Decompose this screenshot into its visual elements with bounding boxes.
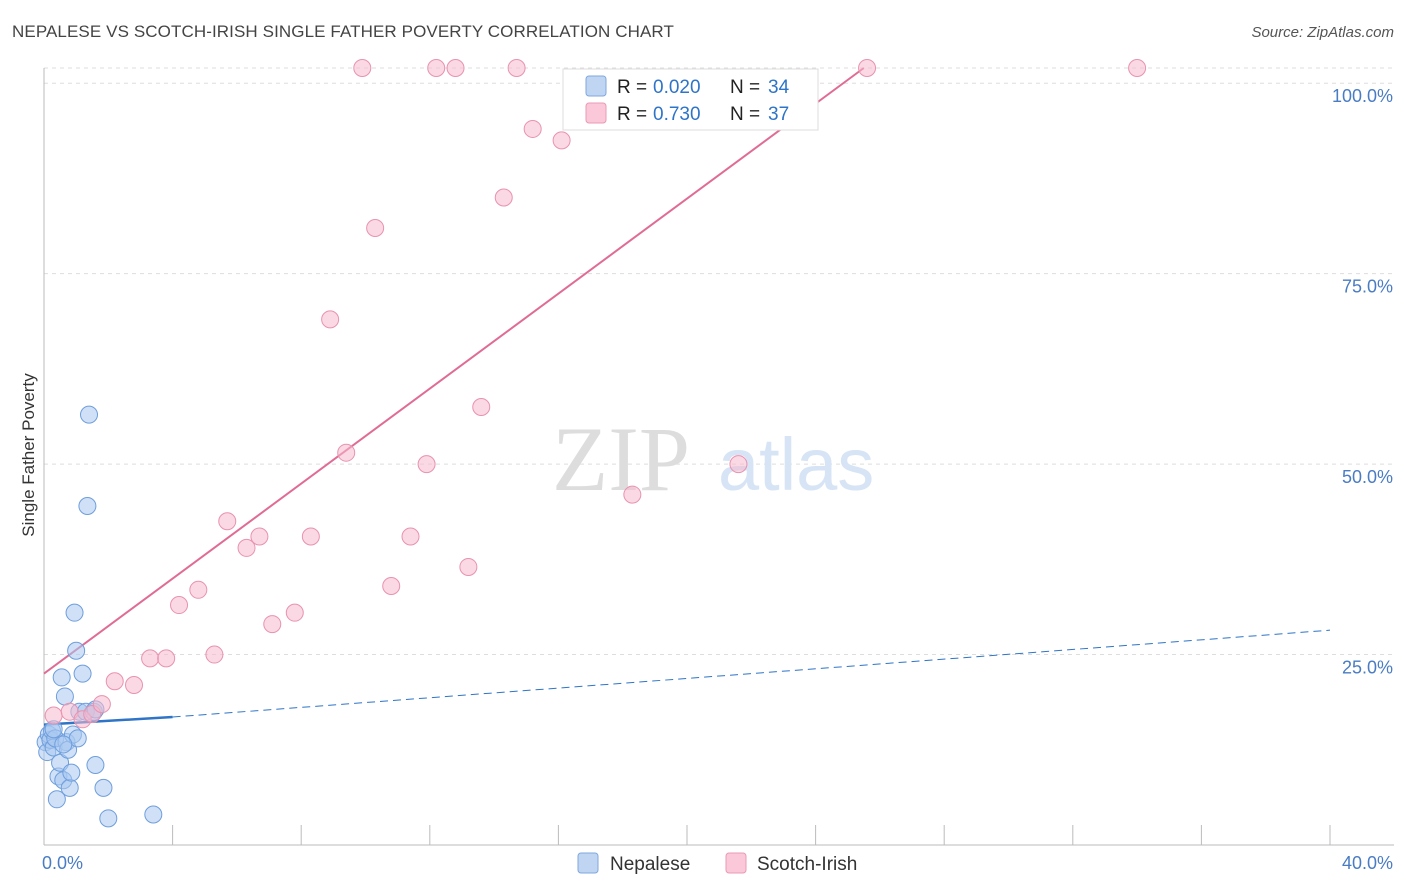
point-nepalese-24 xyxy=(78,497,97,516)
legend-r-label-nepalese: R = xyxy=(617,77,647,98)
point-scotch-irish-29 xyxy=(494,188,513,207)
trend-lines xyxy=(43,67,1331,726)
point-nepalese-22 xyxy=(73,664,92,683)
legend-r-label-scotch-irish: R = xyxy=(617,104,647,125)
point-scotch-irish-22 xyxy=(382,577,401,595)
legend-n-label-nepalese: N = xyxy=(730,77,760,98)
point-scotch-irish-16 xyxy=(285,603,304,622)
point-nepalese-19 xyxy=(67,641,86,660)
y-tick-label-0: 25.0% xyxy=(1342,658,1393,678)
point-scotch-irish-36 xyxy=(1128,59,1147,77)
point-scotch-irish-26 xyxy=(446,59,465,77)
x-tick-label-max: 40.0% xyxy=(1342,853,1393,873)
legend-swatch-scotch-irish xyxy=(585,102,607,124)
bottom-legend: Nepalese Scotch-Irish xyxy=(577,852,857,875)
point-scotch-irish-10 xyxy=(189,580,208,599)
point-scotch-irish-6 xyxy=(125,676,144,695)
point-scotch-irish-30 xyxy=(507,59,526,77)
point-scotch-irish-27 xyxy=(459,557,478,576)
point-scotch-irish-4 xyxy=(92,695,111,714)
axes xyxy=(43,68,1394,846)
point-scotch-irish-28 xyxy=(472,397,491,416)
bottom-legend-label-nepalese: Nepalese xyxy=(610,854,690,875)
point-nepalese-29 xyxy=(94,778,113,797)
point-nepalese-7 xyxy=(47,790,66,809)
point-nepalese-33 xyxy=(54,735,73,754)
legend-r-value-nepalese: 0.020 xyxy=(653,77,701,98)
point-scotch-irish-14 xyxy=(250,527,269,546)
legend: R = 0.020 N = 34 R = 0.730 N = 37 xyxy=(562,68,819,131)
legend-r-value-scotch-irish: 0.730 xyxy=(653,104,701,125)
bottom-legend-swatch-nepalese xyxy=(577,852,599,874)
tick-labels: 25.0% 50.0% 75.0% 100.0% 0.0% 40.0% xyxy=(42,86,1393,873)
point-scotch-irish-7 xyxy=(141,649,160,668)
point-nepalese-25 xyxy=(80,405,99,424)
y-tick-label-2: 75.0% xyxy=(1342,277,1393,297)
y-tick-label-1: 50.0% xyxy=(1342,467,1393,487)
point-nepalese-18 xyxy=(65,603,84,622)
point-scotch-irish-35 xyxy=(858,59,877,77)
trend-line-nepalese xyxy=(43,715,173,726)
point-scotch-irish-18 xyxy=(321,310,340,329)
point-scotch-irish-32 xyxy=(552,131,571,150)
point-scotch-irish-21 xyxy=(366,218,385,237)
legend-n-value-nepalese: 34 xyxy=(768,77,790,98)
point-scotch-irish-12 xyxy=(218,512,237,531)
point-scotch-irish-31 xyxy=(523,119,542,138)
point-nepalese-31 xyxy=(144,805,163,824)
y-axis-title: Single Father Poverty xyxy=(19,373,38,537)
point-scotch-irish-34 xyxy=(729,455,748,474)
bottom-legend-swatch-scotch-irish xyxy=(725,852,747,874)
point-scotch-irish-9 xyxy=(170,596,189,615)
point-scotch-irish-8 xyxy=(157,649,176,668)
watermark: ZIP atlas xyxy=(552,408,874,510)
point-scotch-irish-5 xyxy=(105,672,124,691)
trend-line-nepalese-dashed xyxy=(172,629,1331,718)
legend-swatch-nepalese xyxy=(585,75,607,97)
point-nepalese-28 xyxy=(86,756,105,775)
point-scotch-irish-11 xyxy=(205,645,224,664)
source-label: Source: ZipAtlas.com xyxy=(1251,24,1394,41)
point-nepalese-16 xyxy=(62,763,81,782)
point-scotch-irish-15 xyxy=(263,615,282,634)
data-points xyxy=(36,59,1147,828)
bottom-legend-label-scotch-irish: Scotch-Irish xyxy=(757,854,857,875)
point-nepalese-12 xyxy=(55,687,74,706)
point-scotch-irish-33 xyxy=(623,485,642,504)
point-scotch-irish-17 xyxy=(301,527,320,546)
point-scotch-irish-24 xyxy=(417,455,436,474)
point-nepalese-10 xyxy=(52,668,71,687)
point-scotch-irish-23 xyxy=(401,527,420,546)
y-tick-label-3: 100.0% xyxy=(1332,86,1393,106)
legend-n-value-scotch-irish: 37 xyxy=(768,104,789,125)
point-scotch-irish-19 xyxy=(337,443,356,462)
point-scotch-irish-13 xyxy=(237,538,256,557)
x-tick-label-min: 0.0% xyxy=(42,853,83,873)
point-nepalese-15 xyxy=(60,778,79,797)
point-scotch-irish-25 xyxy=(427,59,446,77)
point-scotch-irish-20 xyxy=(353,59,372,77)
chart-title: NEPALESE VS SCOTCH-IRISH SINGLE FATHER P… xyxy=(12,22,674,41)
legend-n-label-scotch-irish: N = xyxy=(730,104,760,125)
point-scotch-irish-0 xyxy=(44,706,63,725)
point-nepalese-30 xyxy=(99,809,118,828)
trend-line-scotch-irish xyxy=(43,67,865,675)
watermark-zip: ZIP xyxy=(552,408,690,510)
